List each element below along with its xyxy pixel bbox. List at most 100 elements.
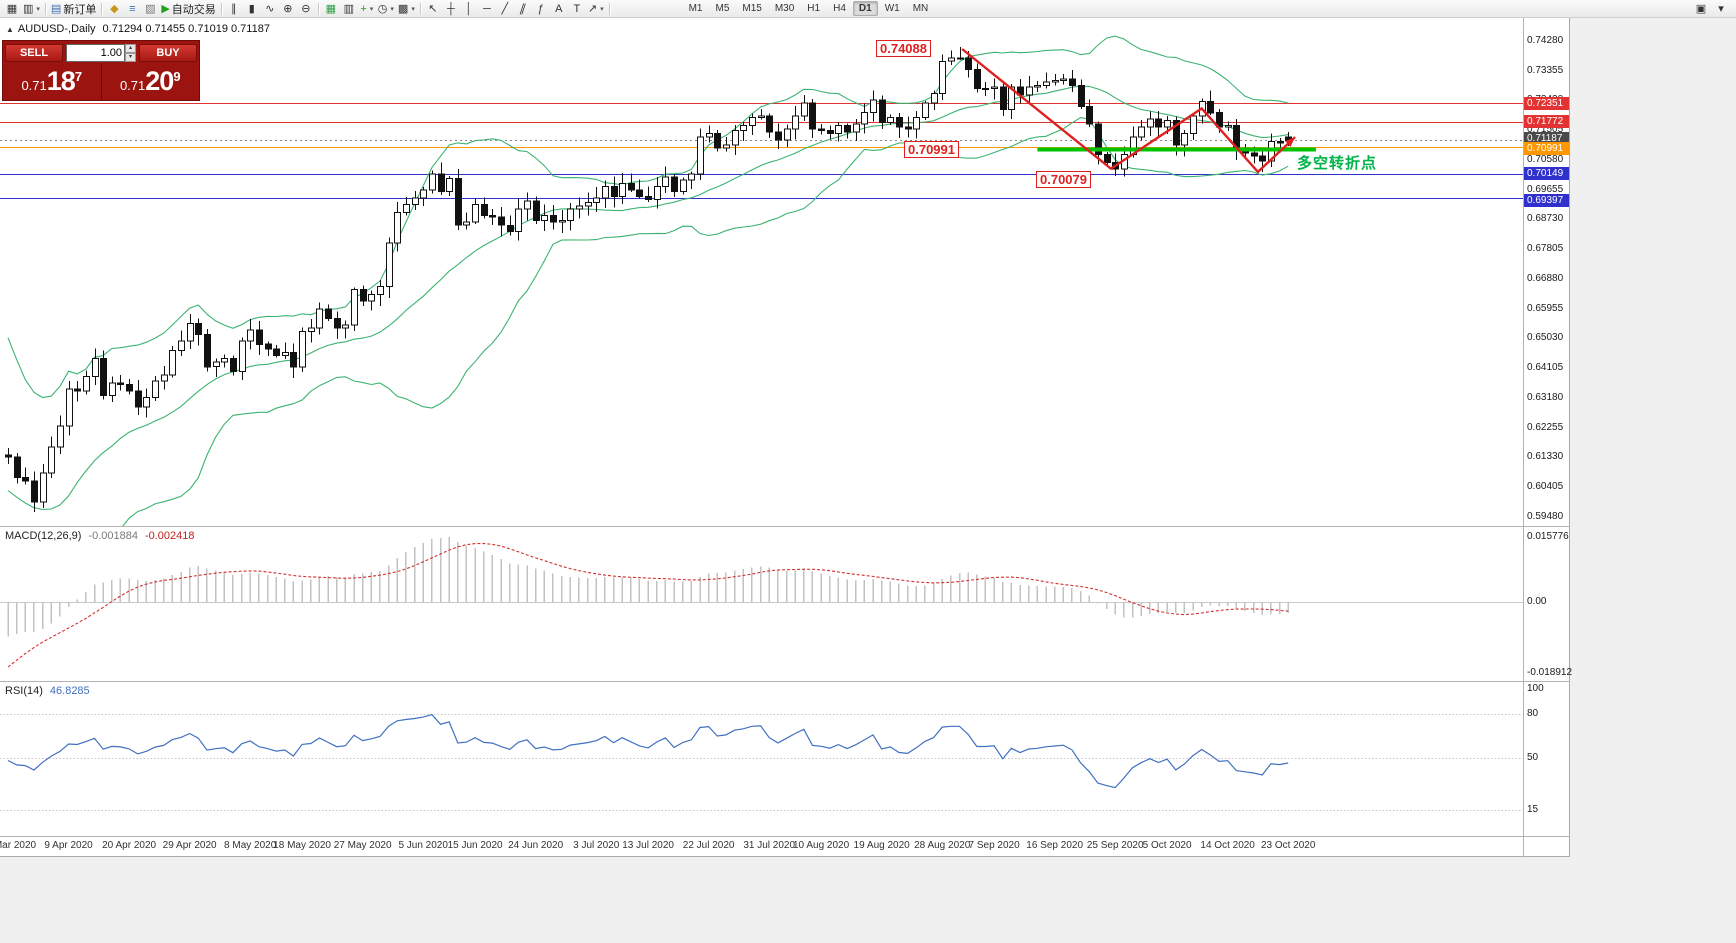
timeframe-m15[interactable]: M15	[742, 3, 762, 14]
new-chart-icon: ▦	[6, 2, 18, 15]
toolbar-separator	[419, 2, 421, 15]
time-axis-label: 10 Aug 2020	[793, 840, 850, 851]
new-order-button[interactable]: ▤ 新订单	[49, 1, 98, 17]
macd-pane[interactable]	[0, 527, 1523, 681]
draw-hline-button[interactable]: ─	[478, 1, 496, 17]
crosshair-button[interactable]: ┼	[442, 1, 460, 17]
price-annotation-box[interactable]: 0.70079	[1036, 171, 1091, 188]
price-tick-label: 0.70580	[1527, 153, 1564, 165]
price-tick-label: 0.63180	[1527, 391, 1564, 403]
indicators-list-button[interactable]: + ▾	[358, 1, 376, 17]
templates-button[interactable]: ▩ ▾	[396, 1, 417, 17]
timeframe-d1[interactable]: D1	[852, 1, 878, 16]
sell-price[interactable]: 0.71187	[3, 63, 101, 100]
main-toolbar: ▦ ▥ ▾ ▤ 新订单 ◆ ≡ ▧ ▶ 自动交易 ∥ ▮ ∿ ⊕ ⊖ ▦ ▥ + ▾ ◷ ▾ ▩ ▾ ↖ ┼ │ ─ ╱ ∥ ƒ A T ↗ ▾ M…	[0, 0, 1736, 18]
time-axis-label: 14 Oct 2020	[1200, 840, 1255, 851]
draw-channel-button[interactable]: ∥	[514, 1, 532, 17]
zoom-in-button[interactable]: ⊕	[279, 1, 297, 17]
macd-indicator-label: MACD(12,26,9) -0.001884 -0.002418	[5, 530, 195, 542]
rsi-line	[7, 713, 1289, 789]
time-axis-label: 24 Jun 2020	[508, 840, 564, 851]
sell-price-pip: 7	[74, 69, 83, 84]
trend-arrowhead	[1285, 137, 1296, 147]
tile-windows-button[interactable]: ▦	[322, 1, 340, 17]
toolbar-separator	[101, 2, 103, 15]
draw-label-icon: T	[573, 2, 581, 15]
draw-trendline-button[interactable]: ╱	[496, 1, 514, 17]
profiles-button[interactable]: ▥ ▾	[21, 1, 42, 17]
cursor-button[interactable]: ↖	[424, 1, 442, 17]
time-axis-label: 16 Sep 2020	[1026, 840, 1083, 851]
draw-text-button[interactable]: A	[550, 1, 568, 17]
draw-text-icon: A	[555, 2, 563, 15]
panel-separator[interactable]	[0, 526, 1570, 527]
rsi-value: 46.8285	[49, 685, 90, 697]
new-order-icon: ▤	[50, 2, 62, 15]
buy-button[interactable]: BUY	[139, 44, 197, 62]
collapse-panel-icon[interactable]: ▲	[6, 25, 14, 34]
chart-line-button[interactable]: ∿	[261, 1, 279, 17]
volume-input[interactable]	[66, 44, 125, 62]
periods-list-button[interactable]: ◷ ▾	[376, 1, 396, 17]
time-axis-label: 8 May 2020	[224, 840, 277, 851]
price-tick-label: 0.69655	[1527, 183, 1564, 195]
price-annotation-box[interactable]: 0.74088	[876, 40, 931, 57]
market-watch-button[interactable]: ≡	[123, 1, 141, 17]
periods-list-caret-icon: ▾	[390, 5, 394, 13]
timeframe-mn[interactable]: MN	[912, 3, 929, 14]
timeframe-h4[interactable]: H4	[833, 3, 846, 14]
volume-up-button[interactable]: ▴	[125, 44, 136, 53]
price-tick-label: 0.66880	[1527, 272, 1564, 284]
time-axis-label: 15 Jun 2020	[447, 840, 503, 851]
time-axis-label: 27 May 2020	[333, 840, 392, 851]
time-axis-label: 29 Apr 2020	[162, 840, 217, 851]
timeframe-m30[interactable]: M30	[774, 3, 795, 14]
price-annotation-box[interactable]: 0.70991	[904, 141, 959, 158]
chart-candles-button[interactable]: ▮	[243, 1, 261, 17]
panel-separator[interactable]	[0, 681, 1570, 682]
main-price-chart[interactable]	[0, 18, 1523, 527]
buy-price[interactable]: 0.71209	[100, 63, 200, 100]
volume-spinner: ▴ ▾	[125, 44, 136, 62]
turning-point-label[interactable]: 多空转折点	[1297, 155, 1378, 172]
autotrading-button[interactable]: ▶ 自动交易	[159, 1, 217, 17]
buy-price-pip: 9	[173, 69, 181, 84]
macd-name: MACD(12,26,9)	[5, 530, 82, 542]
sell-price-prefix: 0.71	[21, 78, 47, 93]
buy-price-big: 20	[145, 66, 174, 96]
timeframe-m1[interactable]: M1	[688, 3, 703, 14]
time-axis-label: 7 Sep 2020	[968, 840, 1020, 851]
arrange-windows-button[interactable]: ▥	[340, 1, 358, 17]
chart-bars-button[interactable]: ∥	[225, 1, 243, 17]
sell-button[interactable]: SELL	[5, 44, 63, 62]
zoom-out-button[interactable]: ⊖	[297, 1, 315, 17]
timeframe-w1[interactable]: W1	[884, 3, 900, 14]
draw-channel-icon: ∥	[518, 2, 528, 15]
metaeditor-button[interactable]: ◆	[105, 1, 123, 17]
draw-label-button[interactable]: T	[568, 1, 586, 17]
chart-symbol-period: AUDUSD-,Daily	[17, 23, 96, 35]
volume-down-button[interactable]: ▾	[125, 53, 136, 62]
draw-arrows-button[interactable]: ↗ ▾	[586, 1, 606, 17]
zoom-out-icon: ⊖	[301, 2, 311, 15]
draw-vline-button[interactable]: │	[460, 1, 478, 17]
price-scale-border[interactable]	[1523, 18, 1524, 857]
time-axis-label: 25 Sep 2020	[1086, 840, 1144, 851]
strategy-tester-button[interactable]: ▧	[141, 1, 159, 17]
indicators-list-icon: +	[360, 2, 367, 15]
new-chart-button[interactable]: ▦	[3, 1, 21, 17]
rsi-pane[interactable]	[0, 682, 1523, 836]
sell-price-big: 18	[46, 66, 76, 96]
toolbar-options-button[interactable]: ▾	[1718, 3, 1724, 15]
timeframe-h1[interactable]: H1	[807, 3, 821, 14]
time-axis-label: 20 Apr 2020	[102, 840, 157, 851]
window-list-button[interactable]: ▣	[1695, 3, 1707, 15]
price-tick-label: 0.71505	[1527, 124, 1564, 136]
rsi-scale-label: 15	[1527, 803, 1539, 815]
panel-separator[interactable]	[0, 836, 1570, 837]
draw-hline-icon: ─	[482, 2, 491, 15]
timeframe-m5[interactable]: M5	[715, 3, 730, 14]
rsi-name: RSI(14)	[5, 685, 43, 697]
draw-fibonacci-button[interactable]: ƒ	[532, 1, 550, 17]
